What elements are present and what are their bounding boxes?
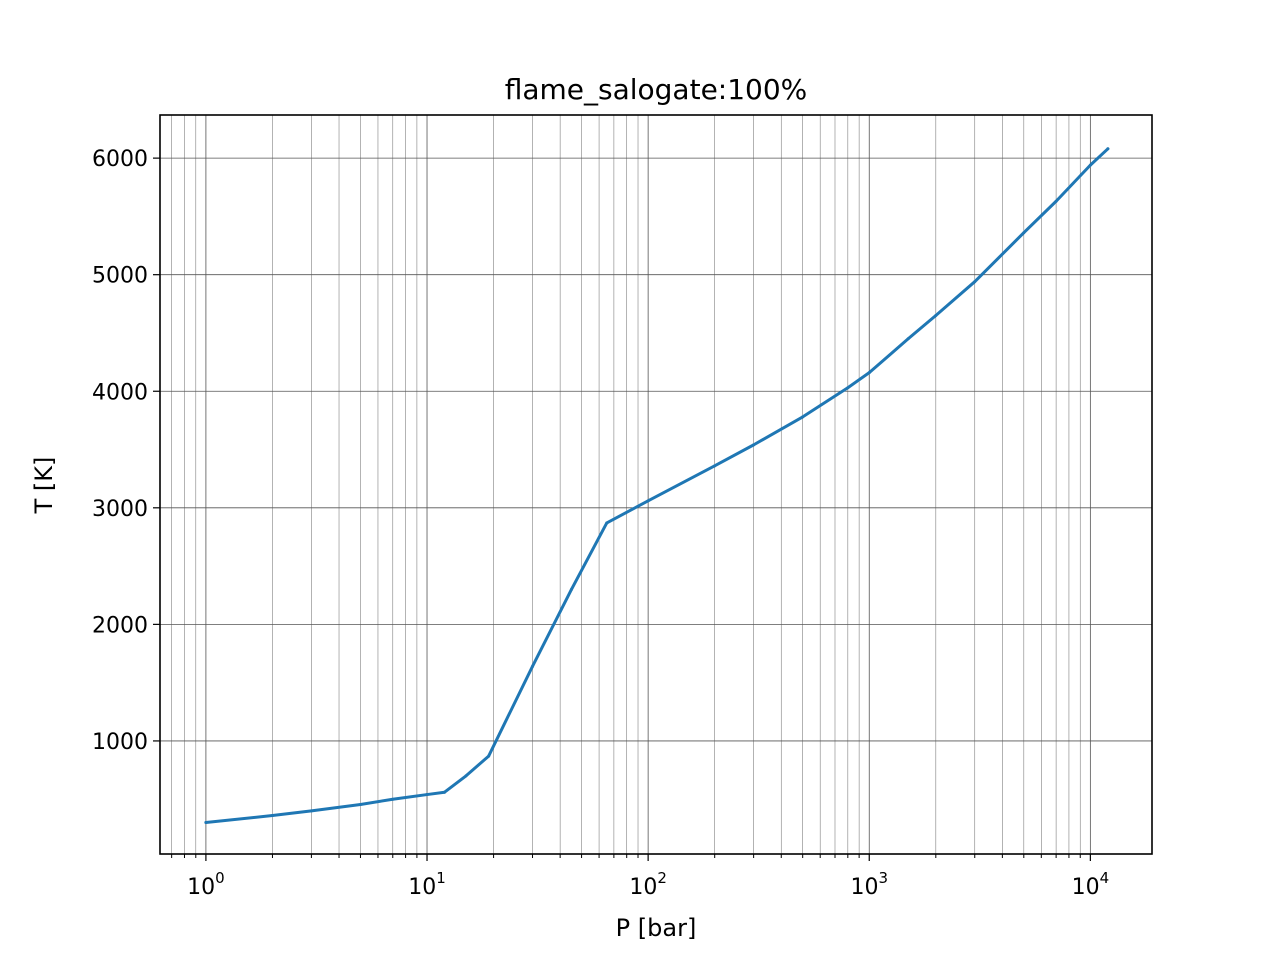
data-point xyxy=(425,793,429,797)
data-point xyxy=(867,371,871,375)
plot-frame xyxy=(159,114,1153,855)
data-point xyxy=(204,821,208,825)
y-tick-label: 6000 xyxy=(92,147,148,172)
data-point xyxy=(569,587,573,591)
y-tick-label: 3000 xyxy=(92,497,148,522)
data-point xyxy=(443,790,447,794)
series-layer xyxy=(204,147,1110,825)
data-point xyxy=(1088,163,1092,167)
data-point xyxy=(1022,231,1026,235)
data-point xyxy=(605,521,609,525)
data-point xyxy=(646,499,650,503)
data-point xyxy=(801,415,805,419)
x-tick-label: 101 xyxy=(408,869,446,900)
data-point xyxy=(713,464,717,468)
data-point xyxy=(1054,199,1058,203)
data-point xyxy=(464,774,468,778)
x-tick-label: 103 xyxy=(850,869,888,900)
data-point xyxy=(487,754,491,758)
x-axis-ticks: 100 101 102 103 104 xyxy=(171,854,1110,900)
minor-grid xyxy=(171,115,1081,854)
y-tick-label: 5000 xyxy=(92,264,148,289)
y-tick-label: 1000 xyxy=(92,730,148,755)
x-axis-label: P [bar] xyxy=(616,914,697,942)
data-point xyxy=(391,797,395,801)
data-point xyxy=(531,664,535,668)
data-point xyxy=(846,386,850,390)
major-grid xyxy=(160,115,1152,854)
x-tick-label: 100 xyxy=(187,869,225,900)
data-point xyxy=(752,443,756,447)
x-tick-label: 104 xyxy=(1072,869,1110,900)
data-point xyxy=(973,280,977,284)
data-point xyxy=(934,313,938,317)
chart-title: flame_salogate:100% xyxy=(505,73,808,106)
x-tick-label: 102 xyxy=(629,869,667,900)
data-point xyxy=(309,809,313,813)
y-tick-label: 4000 xyxy=(92,380,148,405)
data-point xyxy=(1106,147,1110,151)
data-point xyxy=(358,802,362,806)
plot-area xyxy=(160,115,1152,854)
y-tick-label: 2000 xyxy=(92,613,148,638)
data-point xyxy=(906,337,910,341)
y-axis-ticks: 1000 2000 3000 4000 5000 6000 xyxy=(92,147,160,755)
y-axis-label: T [K] xyxy=(30,457,58,515)
data-point xyxy=(270,814,274,818)
